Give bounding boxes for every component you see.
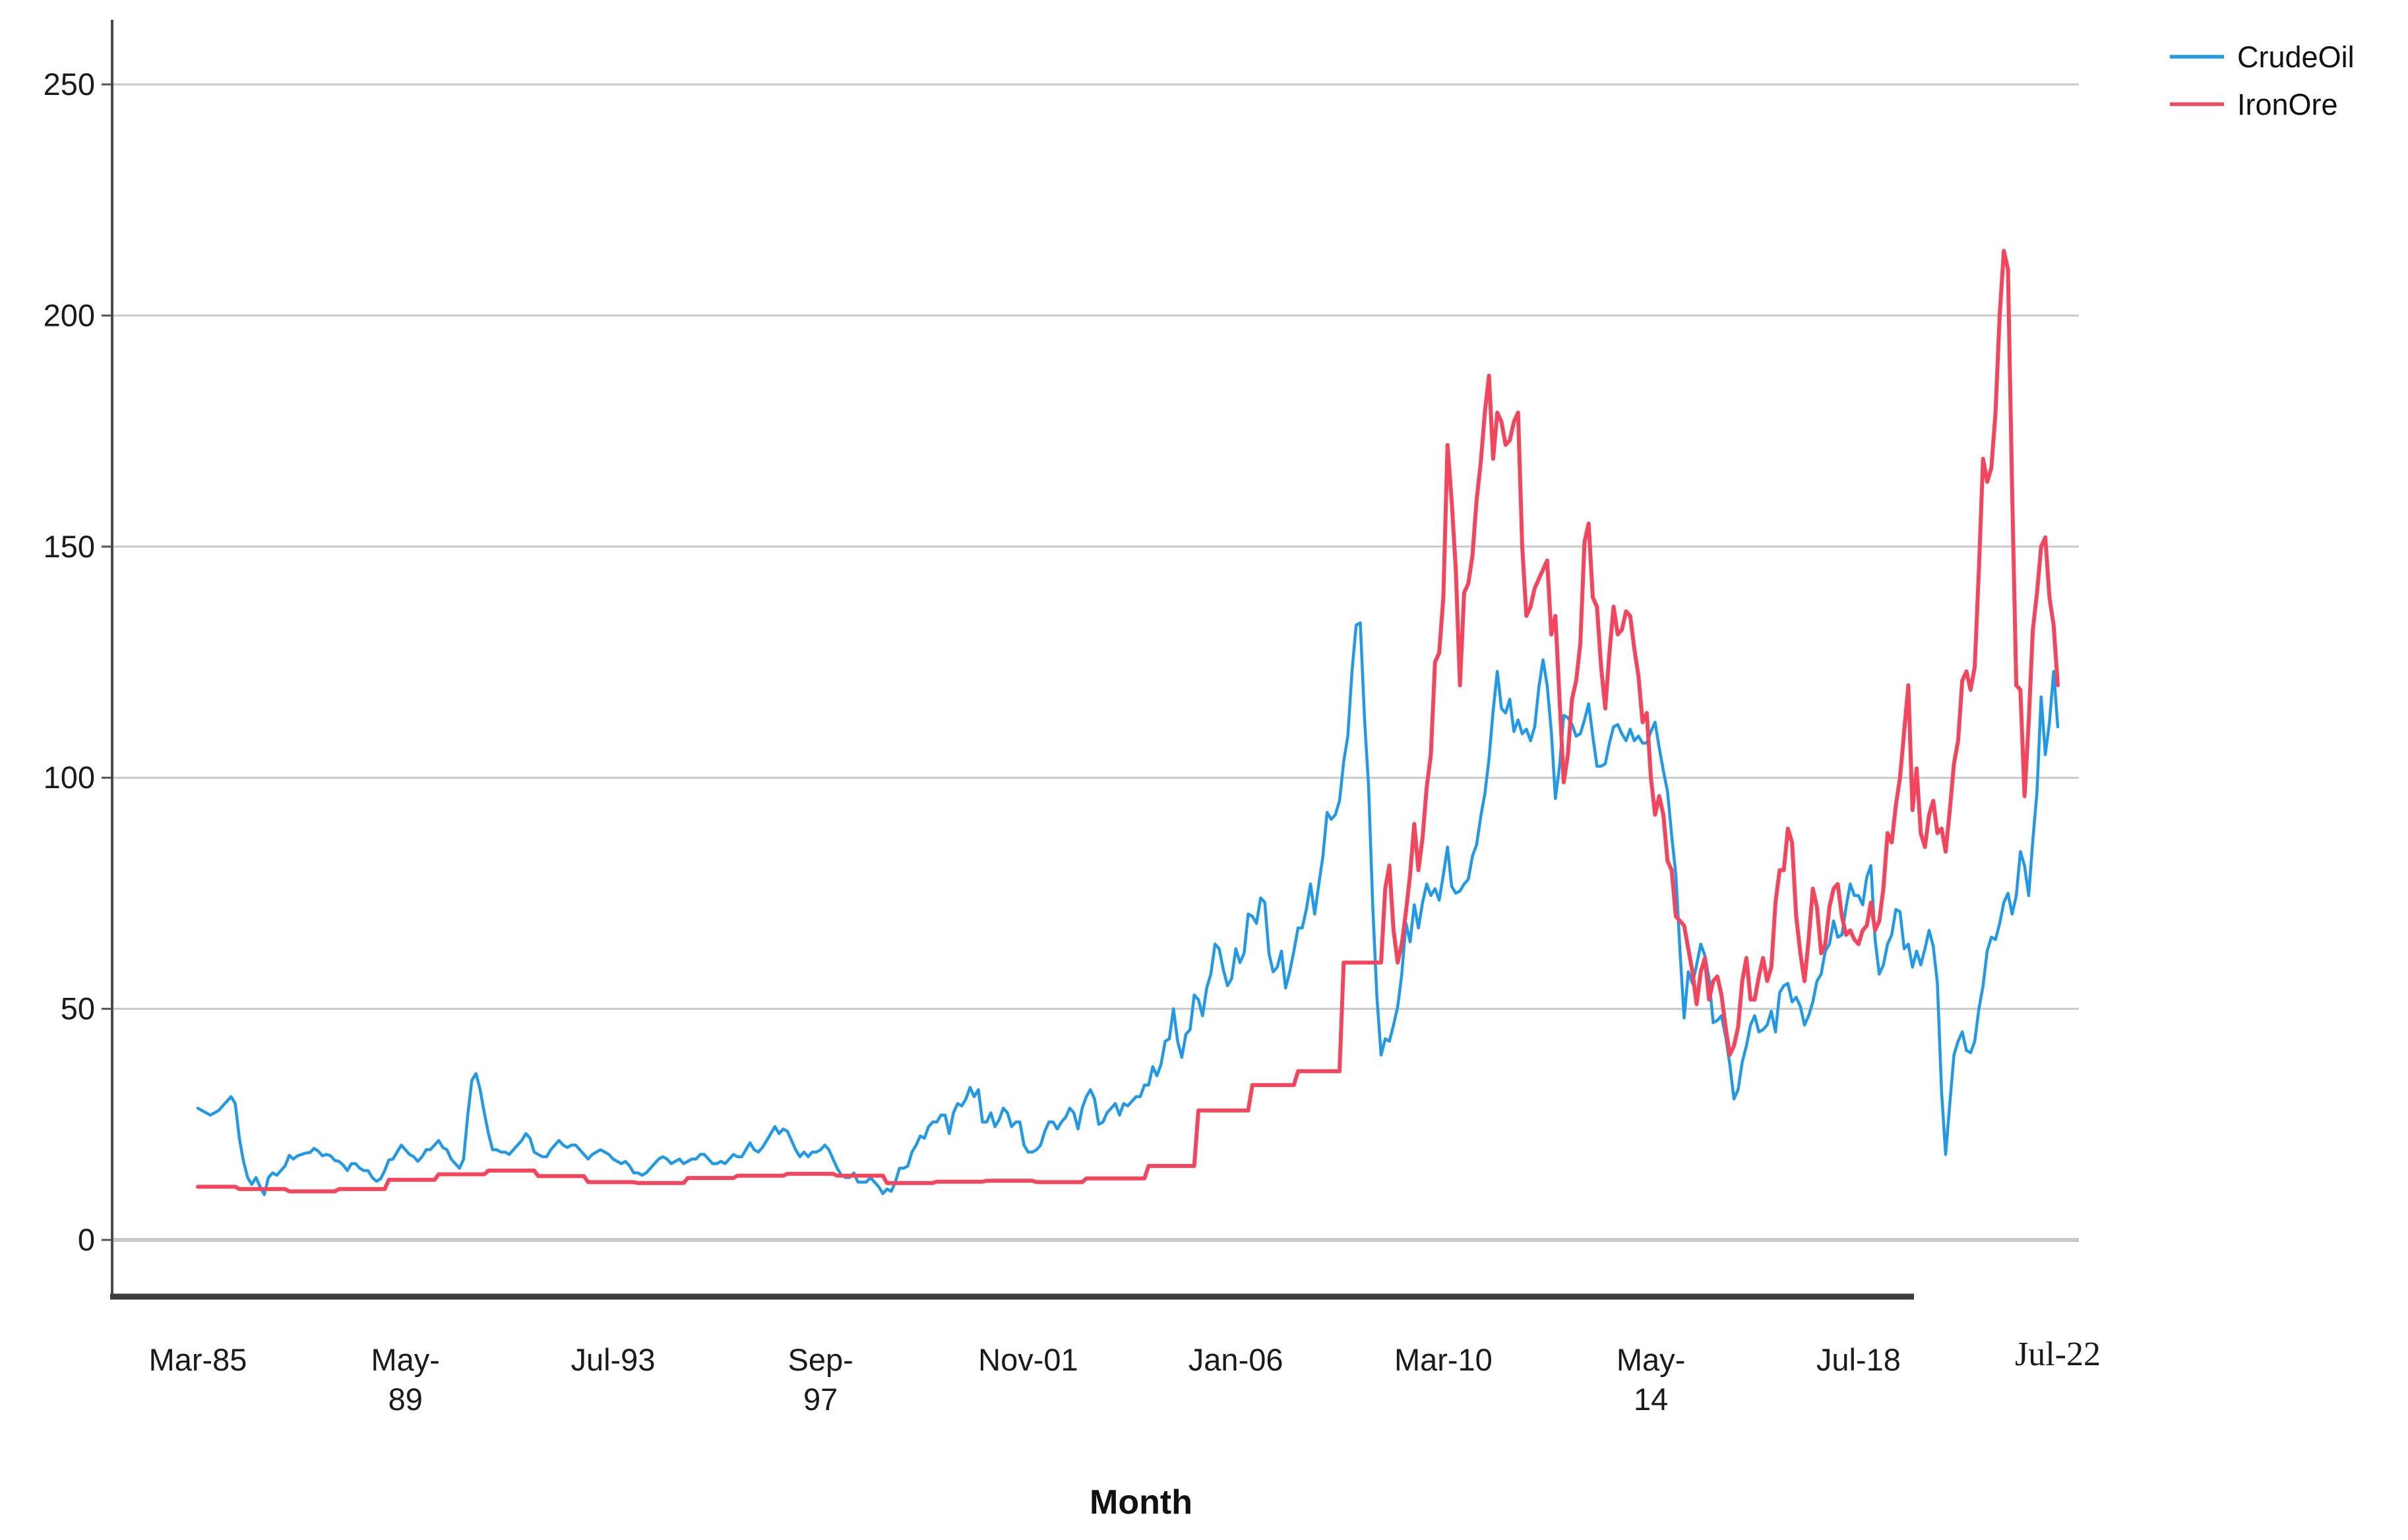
series-line-crudeoil — [196, 621, 2060, 1196]
legend-label-crudeoil: CrudeOil — [2237, 40, 2355, 74]
series-line-ironore — [196, 249, 2060, 1194]
x-axis-labels: Mar-85 May-89 Jul-93 Sep-97 Nov-01 Jan-06 Mar-… — [149, 1336, 2101, 1417]
legend: CrudeOil IronOre — [2170, 40, 2355, 121]
y-tick-label: 250 — [44, 67, 95, 102]
y-tick-label: 0 — [78, 1222, 95, 1257]
series-lines — [196, 249, 2060, 1196]
x-tick-label: May-14 — [1617, 1342, 1685, 1417]
gridlines — [112, 83, 2079, 1242]
y-tick-label: 100 — [44, 760, 95, 795]
x-tick-label: Jan-06 — [1189, 1342, 1283, 1377]
x-tick-label: May-89 — [371, 1342, 440, 1417]
x-tick-label: Sep-97 — [788, 1342, 853, 1417]
x-tick-label: Jul-22 — [2015, 1336, 2101, 1373]
y-tick-label: 200 — [44, 297, 95, 332]
x-axis-title: Month — [1090, 1483, 1192, 1522]
x-tick-label: Mar-85 — [149, 1342, 247, 1377]
y-tick-label: 50 — [61, 991, 95, 1026]
x-tick-label: Jul-93 — [571, 1342, 655, 1377]
x-tick-label: Mar-10 — [1394, 1342, 1493, 1377]
y-axis-labels: 0 50 100 150 200 250 — [44, 67, 95, 1257]
x-tick-label: Nov-01 — [978, 1342, 1078, 1377]
x-tick-label: Jul-18 — [1816, 1342, 1901, 1377]
legend-label-ironore: IronOre — [2237, 88, 2338, 121]
axes — [102, 20, 1914, 1300]
y-tick-label: 150 — [44, 529, 95, 564]
